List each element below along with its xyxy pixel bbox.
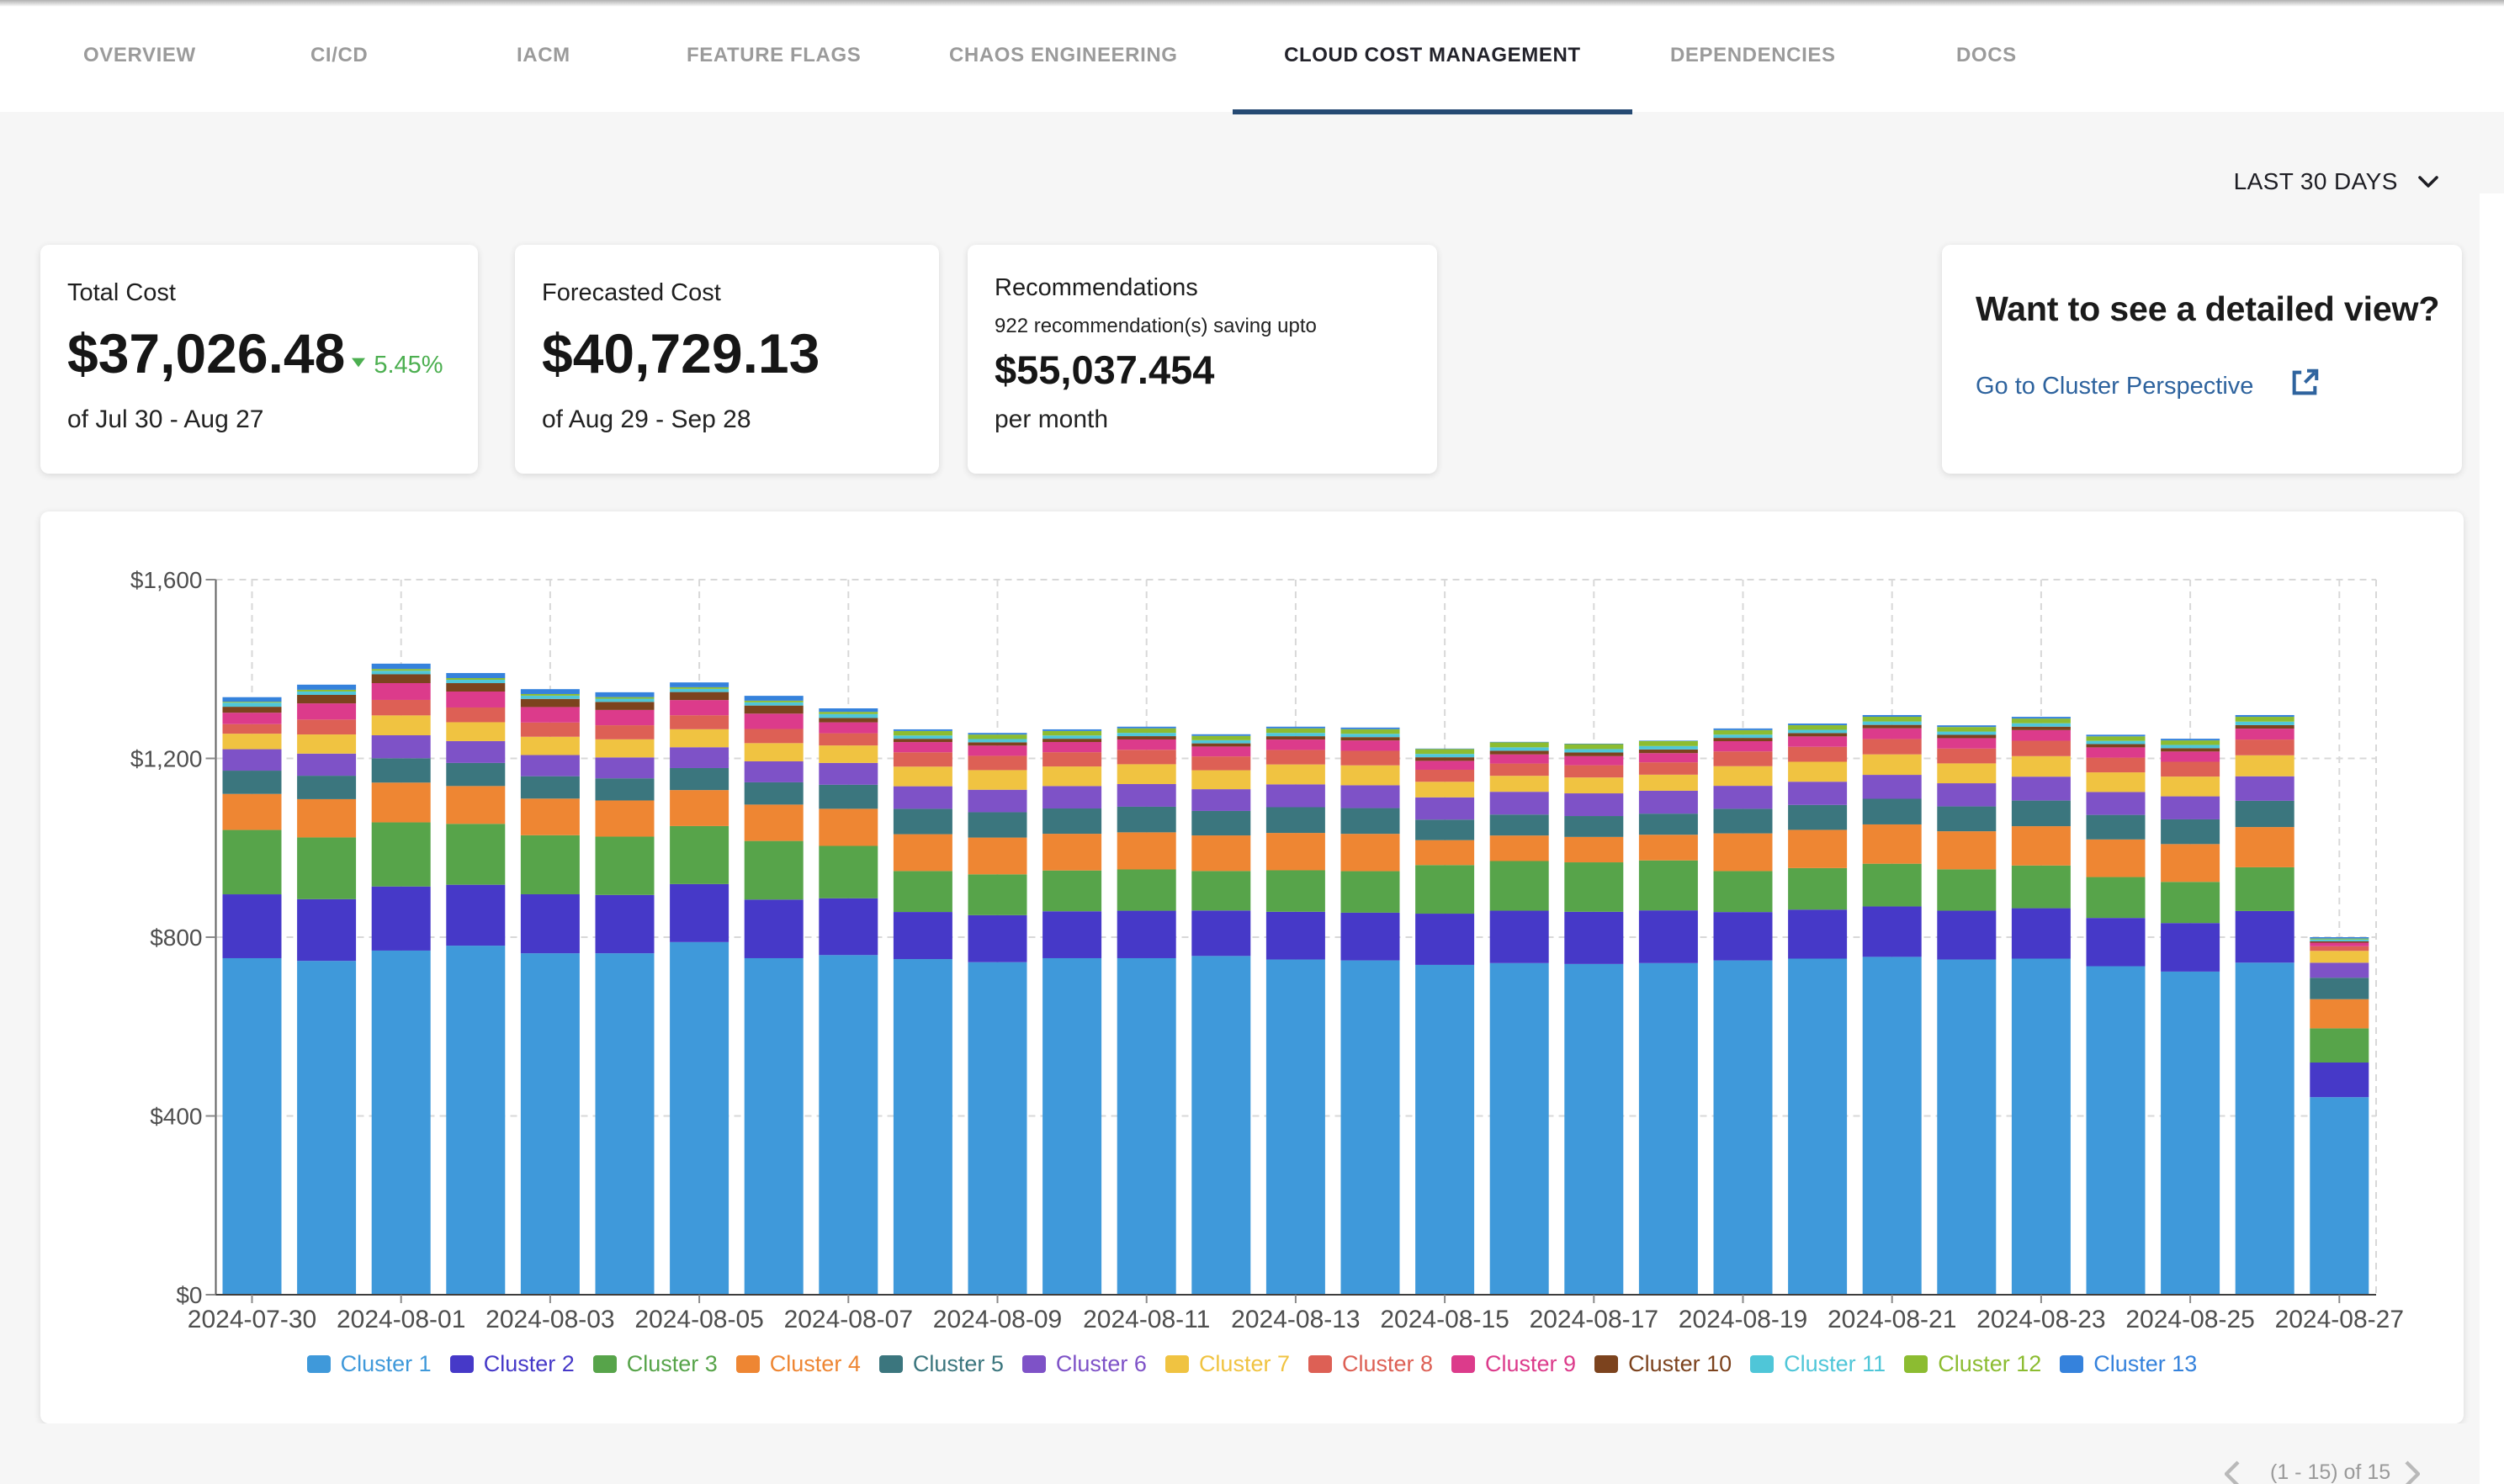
svg-text:2024-08-13: 2024-08-13 xyxy=(1231,1306,1360,1333)
svg-text:$400: $400 xyxy=(150,1104,202,1130)
svg-text:2024-08-17: 2024-08-17 xyxy=(1530,1306,1658,1333)
svg-text:$0: $0 xyxy=(176,1282,202,1308)
svg-text:$800: $800 xyxy=(150,925,202,951)
svg-text:$1,200: $1,200 xyxy=(130,746,203,772)
svg-text:2024-08-07: 2024-08-07 xyxy=(784,1306,913,1333)
svg-text:2024-08-27: 2024-08-27 xyxy=(2275,1306,2404,1333)
svg-text:2024-08-01: 2024-08-01 xyxy=(337,1306,465,1333)
svg-text:2024-08-21: 2024-08-21 xyxy=(1828,1306,1956,1333)
svg-text:2024-08-15: 2024-08-15 xyxy=(1380,1306,1509,1333)
svg-text:2024-08-03: 2024-08-03 xyxy=(485,1306,614,1333)
svg-text:2024-08-05: 2024-08-05 xyxy=(634,1306,763,1333)
svg-text:2024-08-23: 2024-08-23 xyxy=(1976,1306,2105,1333)
svg-text:2024-07-30: 2024-07-30 xyxy=(188,1306,316,1333)
svg-text:2024-08-09: 2024-08-09 xyxy=(933,1306,1062,1333)
svg-text:$1,600: $1,600 xyxy=(130,567,203,593)
svg-text:2024-08-25: 2024-08-25 xyxy=(2125,1306,2254,1333)
svg-text:2024-08-19: 2024-08-19 xyxy=(1679,1306,1807,1333)
svg-text:2024-08-11: 2024-08-11 xyxy=(1083,1306,1210,1333)
